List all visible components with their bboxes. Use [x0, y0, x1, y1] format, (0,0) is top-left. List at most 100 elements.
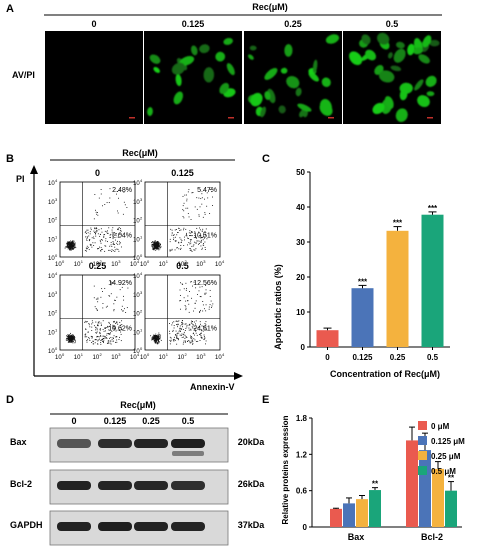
- flow-dot: [104, 250, 106, 252]
- x-tick-label: 10: [140, 355, 147, 361]
- flow-dot: [192, 327, 194, 329]
- flow-dot: [199, 296, 201, 297]
- chart-c-x-label: Concentration of Rec(μM): [330, 369, 440, 379]
- flow-dot: [119, 336, 120, 338]
- flow-dot: [156, 338, 158, 340]
- flow-dot: [95, 329, 97, 331]
- flow-dot: [115, 322, 116, 324]
- flow-dot: [182, 320, 183, 322]
- flow-dot: [173, 234, 174, 236]
- flow-dot: [96, 228, 98, 230]
- flow-dot: [71, 339, 72, 341]
- flow-dot: [169, 330, 170, 332]
- flow-dot: [153, 337, 155, 339]
- x-tick-exponent: 1: [166, 352, 169, 357]
- x-tick-exponent: 3: [203, 259, 206, 264]
- flow-dot: [182, 329, 184, 330]
- flow-dot: [112, 233, 114, 235]
- flow-dot: [155, 249, 157, 251]
- flow-dot: [202, 216, 204, 218]
- flow-dot: [86, 236, 88, 238]
- flow-dot: [203, 339, 205, 340]
- flow-dot: [95, 235, 97, 237]
- y-tick-exponent: 2: [140, 309, 143, 314]
- blot-band-secondary: [172, 451, 204, 456]
- flow-dot: [100, 296, 102, 298]
- blot-size-label: 26kDa: [238, 479, 266, 489]
- y-tick-exponent: 0: [140, 346, 143, 351]
- flow-dot: [197, 240, 199, 242]
- flow-dot: [95, 228, 97, 230]
- flow-dot: [198, 214, 200, 216]
- flow-dot: [94, 342, 96, 344]
- flow-dot: [202, 239, 204, 241]
- flow-dot: [104, 330, 106, 332]
- flow-dot: [202, 237, 204, 239]
- flow-dot: [73, 246, 75, 248]
- y-tick-exponent: 2: [55, 309, 58, 314]
- flow-dot: [153, 242, 155, 244]
- flow-dot: [86, 240, 88, 241]
- flow-dot: [154, 242, 156, 244]
- x-tick-exponent: 2: [185, 352, 188, 357]
- flow-dot: [66, 246, 68, 248]
- flow-dot: [85, 328, 87, 330]
- green-cell: [175, 74, 182, 87]
- flow-dot: [186, 326, 188, 328]
- flow-dot: [114, 239, 116, 241]
- flow-dot: [101, 248, 103, 250]
- flow-dot: [198, 243, 199, 245]
- flow-dot: [191, 339, 193, 341]
- flow-dot: [88, 235, 90, 237]
- flow-dot: [183, 227, 185, 229]
- flow-dot: [158, 341, 160, 343]
- flow-dot: [87, 339, 88, 341]
- scale-bar: [129, 117, 135, 119]
- flow-dot: [95, 227, 97, 229]
- flow-dot: [152, 247, 154, 249]
- flow-dot: [180, 328, 182, 330]
- flow-dot: [186, 200, 188, 202]
- flow-dot: [191, 322, 193, 324]
- micrograph-background: [144, 31, 242, 124]
- flow-dot: [198, 197, 200, 199]
- flow-dot: [204, 212, 206, 214]
- flow-dot: [188, 340, 190, 342]
- flow-dot: [70, 338, 72, 340]
- flow-dot: [199, 206, 201, 208]
- blot-row: GAPDH 37kDa: [10, 510, 265, 546]
- flow-dot: [178, 248, 180, 250]
- flow-dot: [109, 340, 111, 342]
- flow-dot: [114, 326, 116, 328]
- flow-dot: [74, 339, 76, 341]
- flow-dot: [206, 192, 208, 194]
- blot-size-label: 20kDa: [238, 437, 266, 447]
- flow-dot: [185, 340, 186, 342]
- flow-dot: [192, 343, 193, 345]
- flow-dot: [201, 325, 203, 327]
- flow-dot: [116, 322, 118, 324]
- flow-dot: [66, 339, 68, 341]
- flow-dot: [90, 335, 92, 337]
- x-tick-exponent: 0: [147, 352, 150, 357]
- flow-dot: [157, 335, 159, 336]
- flow-dot: [152, 241, 154, 243]
- flow-dot: [112, 282, 113, 284]
- flow-dot: [198, 231, 200, 233]
- flow-plot-title: 0: [95, 168, 100, 178]
- flow-dot: [188, 324, 190, 326]
- y-tick-label: 10: [48, 237, 55, 243]
- flow-dot: [156, 337, 158, 339]
- flow-dot: [95, 339, 97, 341]
- flow-dot: [75, 247, 77, 249]
- flow-dot: [205, 324, 207, 326]
- flow-dot: [177, 339, 179, 341]
- flow-dot: [88, 324, 90, 326]
- blot-band: [98, 481, 132, 490]
- blot-band: [57, 439, 91, 448]
- flow-dot: [109, 236, 111, 238]
- flow-dot: [70, 339, 71, 341]
- flow-dot: [195, 329, 196, 331]
- flow-dot: [205, 234, 206, 236]
- flow-dot: [157, 242, 159, 244]
